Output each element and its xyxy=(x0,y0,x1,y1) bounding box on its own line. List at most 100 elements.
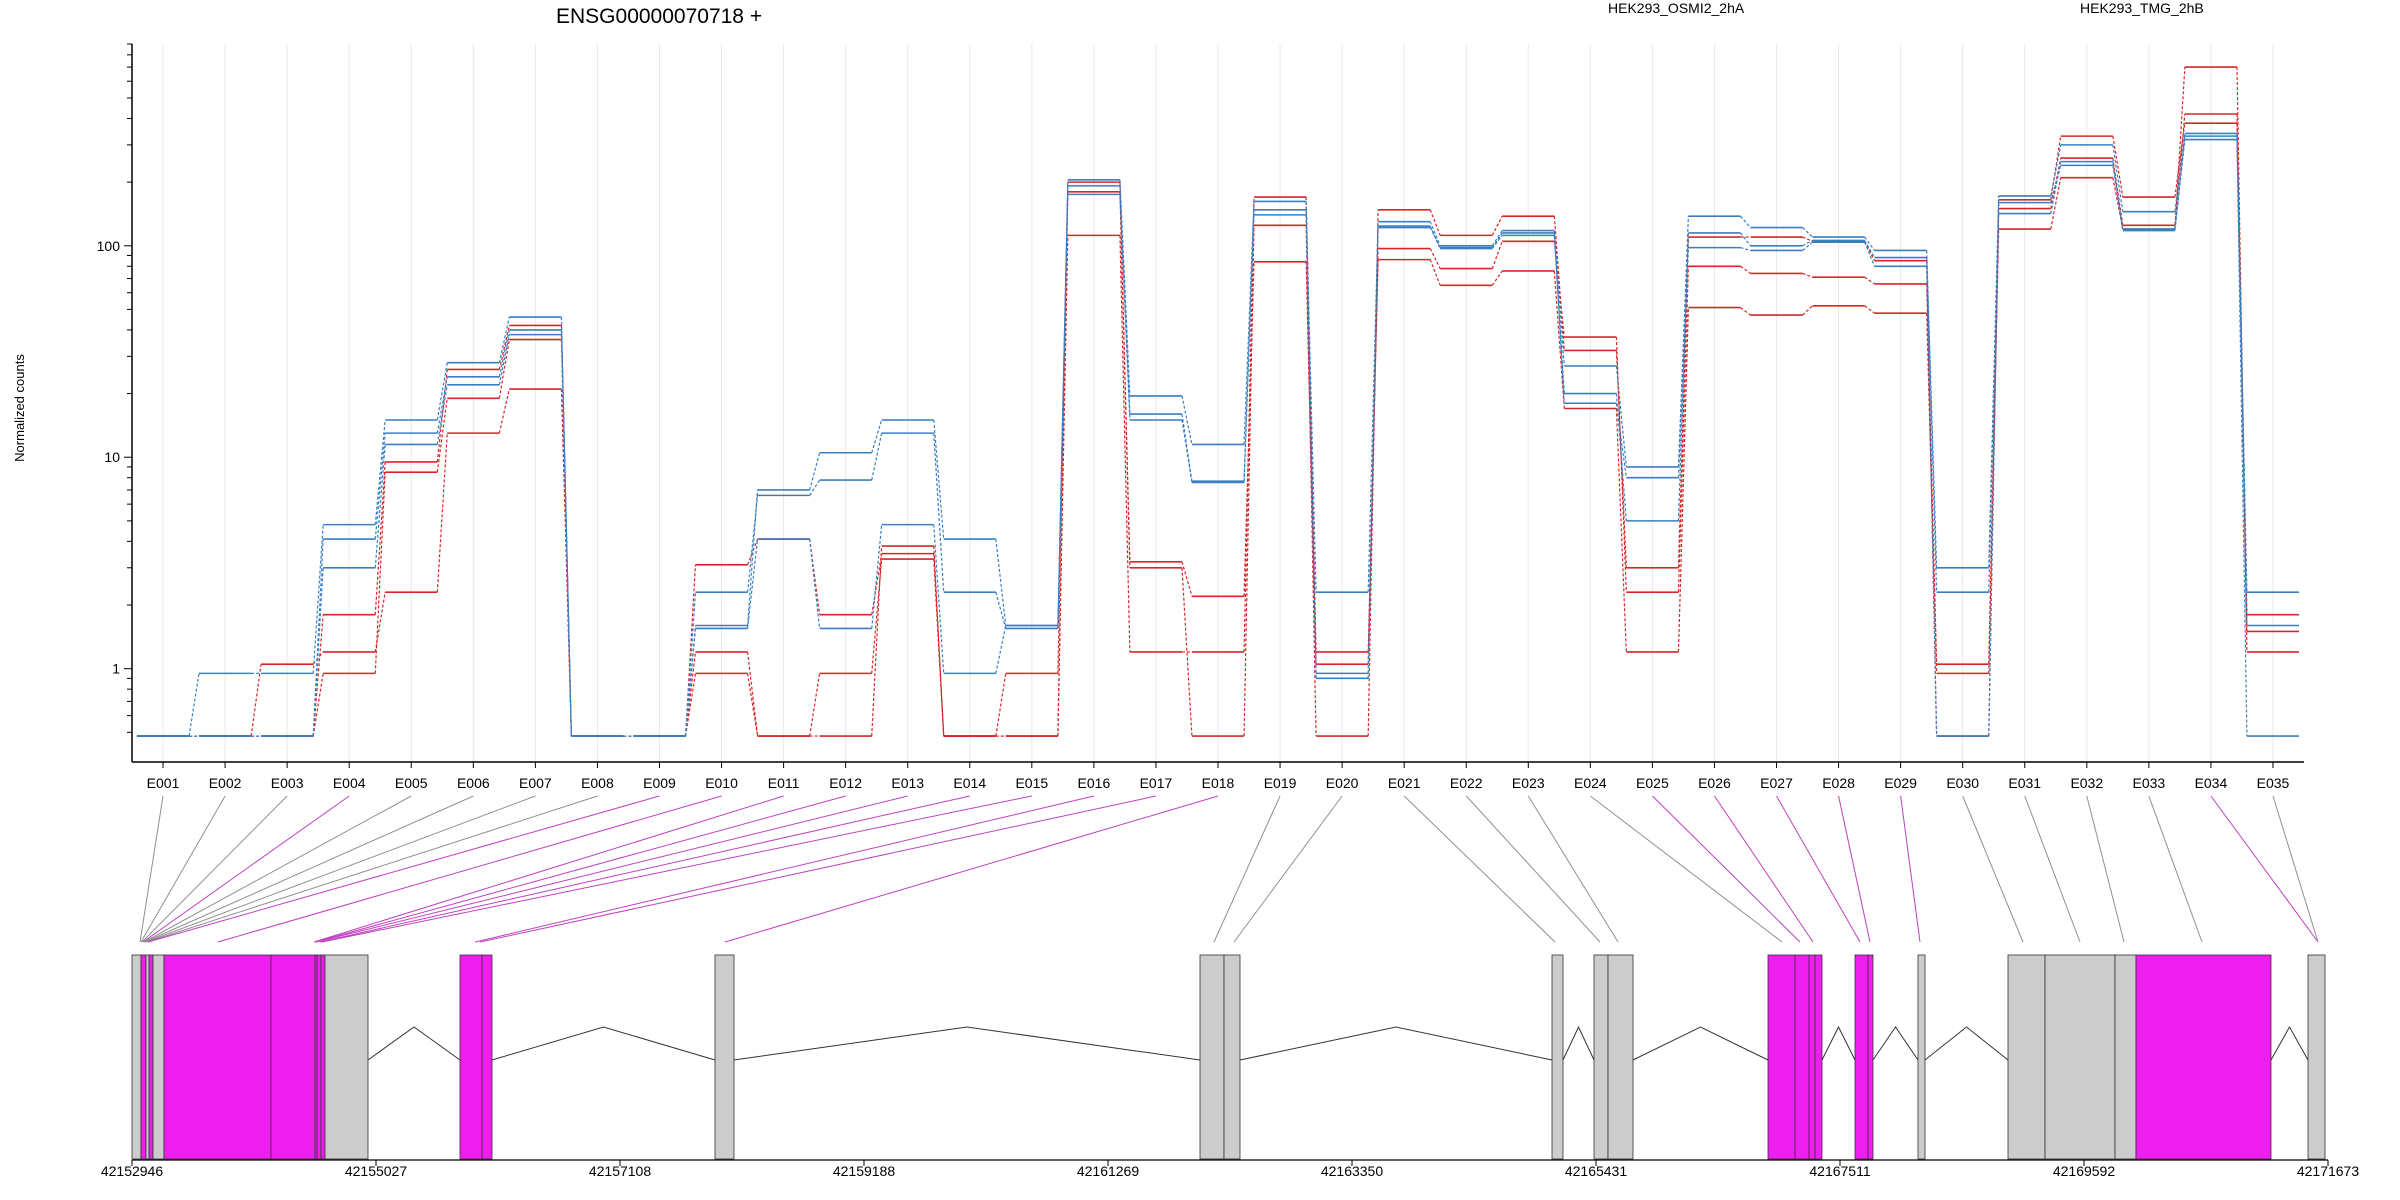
exon-block xyxy=(1867,954,1874,1160)
exon-connectors xyxy=(139,795,2319,943)
chart-title: ENSG00000070718 + xyxy=(556,5,762,28)
legend-entry-tmg: HEK293_TMG_2hB xyxy=(2080,0,2204,16)
series-transition xyxy=(2174,136,2186,230)
exon-block xyxy=(1808,954,1816,1160)
connector-line xyxy=(319,795,970,943)
series-transition xyxy=(1988,202,2000,737)
exon-block xyxy=(270,954,316,1160)
connector-line xyxy=(2210,795,2319,943)
series-transition xyxy=(498,325,510,370)
series-transition xyxy=(188,673,200,737)
x-tick-label: E034 xyxy=(2195,775,2228,791)
series-transition xyxy=(747,538,759,565)
series-transition xyxy=(1677,266,1689,593)
series-transition xyxy=(498,388,510,434)
series-transition xyxy=(560,389,572,737)
connector-line xyxy=(141,795,288,943)
series-transition xyxy=(1553,232,1565,404)
series-transition xyxy=(1119,235,1131,652)
x-tick-label: E012 xyxy=(829,775,862,791)
series-lines xyxy=(136,66,2300,737)
intron-line xyxy=(733,1026,1201,1061)
exon-block xyxy=(2044,954,2116,1160)
series-transition xyxy=(871,524,883,629)
x-tick-label: E030 xyxy=(1946,775,1979,791)
series-transition xyxy=(436,384,448,445)
x-tick-label: E008 xyxy=(581,775,614,791)
x-tick-label: E009 xyxy=(643,775,676,791)
connector-line xyxy=(1652,795,1801,943)
series-transition xyxy=(2174,67,2186,230)
connector-line xyxy=(314,795,846,943)
exon-block xyxy=(1593,954,1609,1160)
x-tick-label: E028 xyxy=(1822,775,1855,791)
series-transition xyxy=(1802,239,1813,247)
exon-block xyxy=(2114,954,2137,1160)
exon-block xyxy=(459,954,483,1160)
series-transition xyxy=(684,592,697,737)
exon-block xyxy=(1199,954,1225,1160)
series-transition xyxy=(747,539,759,629)
series-transition xyxy=(436,433,448,593)
connector-line xyxy=(2024,795,2081,943)
x-tick-label: E016 xyxy=(1078,775,1111,791)
series-transition xyxy=(1491,230,1503,247)
y-axis-label: Normalized counts xyxy=(12,354,27,462)
coord-tick-label: 42155027 xyxy=(345,1163,408,1179)
series-transition xyxy=(436,398,448,473)
series-transition xyxy=(1243,225,1255,737)
series-transition xyxy=(809,673,821,737)
series-transition xyxy=(684,628,697,737)
coord-tick-label: 42161269 xyxy=(1077,1163,1140,1179)
x-tick-label: E011 xyxy=(768,775,800,791)
exon-block xyxy=(1917,954,1926,1160)
series-transition xyxy=(1429,259,1441,286)
intron-line xyxy=(1872,1026,1919,1061)
series-transition xyxy=(1926,257,1938,593)
series-transition xyxy=(1677,216,1689,467)
series-transition xyxy=(1057,194,1069,626)
series-transition xyxy=(1864,241,1876,267)
exon-block xyxy=(481,954,493,1160)
x-tick-label: E014 xyxy=(953,775,986,791)
series-transition xyxy=(1677,307,1689,652)
series-transition xyxy=(1491,215,1503,236)
coord-tick-label: 42159188 xyxy=(833,1163,896,1179)
exon-block xyxy=(1223,954,1241,1160)
x-tick-label: E005 xyxy=(395,775,428,791)
series-transition xyxy=(312,673,324,737)
x-tick-label: E002 xyxy=(209,775,242,791)
x-tick-label: E019 xyxy=(1264,775,1297,791)
series-transition xyxy=(1491,232,1503,248)
series-transition xyxy=(2174,123,2186,198)
series-transition xyxy=(2236,136,2248,626)
connector-line xyxy=(1527,795,1619,943)
coord-tick-label: 42152946 xyxy=(101,1163,164,1179)
series-transition xyxy=(933,419,945,540)
series-transition xyxy=(1615,408,1627,652)
series-transition xyxy=(1553,270,1565,409)
series-transition xyxy=(871,433,883,481)
intron-line xyxy=(367,1026,461,1061)
x-tick-label: E032 xyxy=(2070,775,2103,791)
x-tick-label: E017 xyxy=(1140,775,1173,791)
series-transition xyxy=(2050,157,2062,209)
coord-tick-label: 42165431 xyxy=(1565,1163,1628,1179)
connector-line xyxy=(1838,795,1871,943)
series-transition xyxy=(560,329,572,737)
series-transition xyxy=(1429,227,1441,248)
intron-line xyxy=(1562,1025,1595,1061)
connector-line xyxy=(1590,795,1783,943)
connector-line xyxy=(2272,795,2319,943)
connector-line xyxy=(1900,795,1921,943)
series-transition xyxy=(871,553,883,615)
series-transition xyxy=(1864,240,1876,258)
series-transition xyxy=(1740,215,1751,228)
connector-line xyxy=(474,795,1095,943)
intron-line xyxy=(1821,1025,1856,1061)
x-tick-label: E027 xyxy=(1760,775,1793,791)
series-transition xyxy=(1305,214,1317,679)
series-transition xyxy=(1119,182,1131,568)
connector-line xyxy=(145,795,536,943)
